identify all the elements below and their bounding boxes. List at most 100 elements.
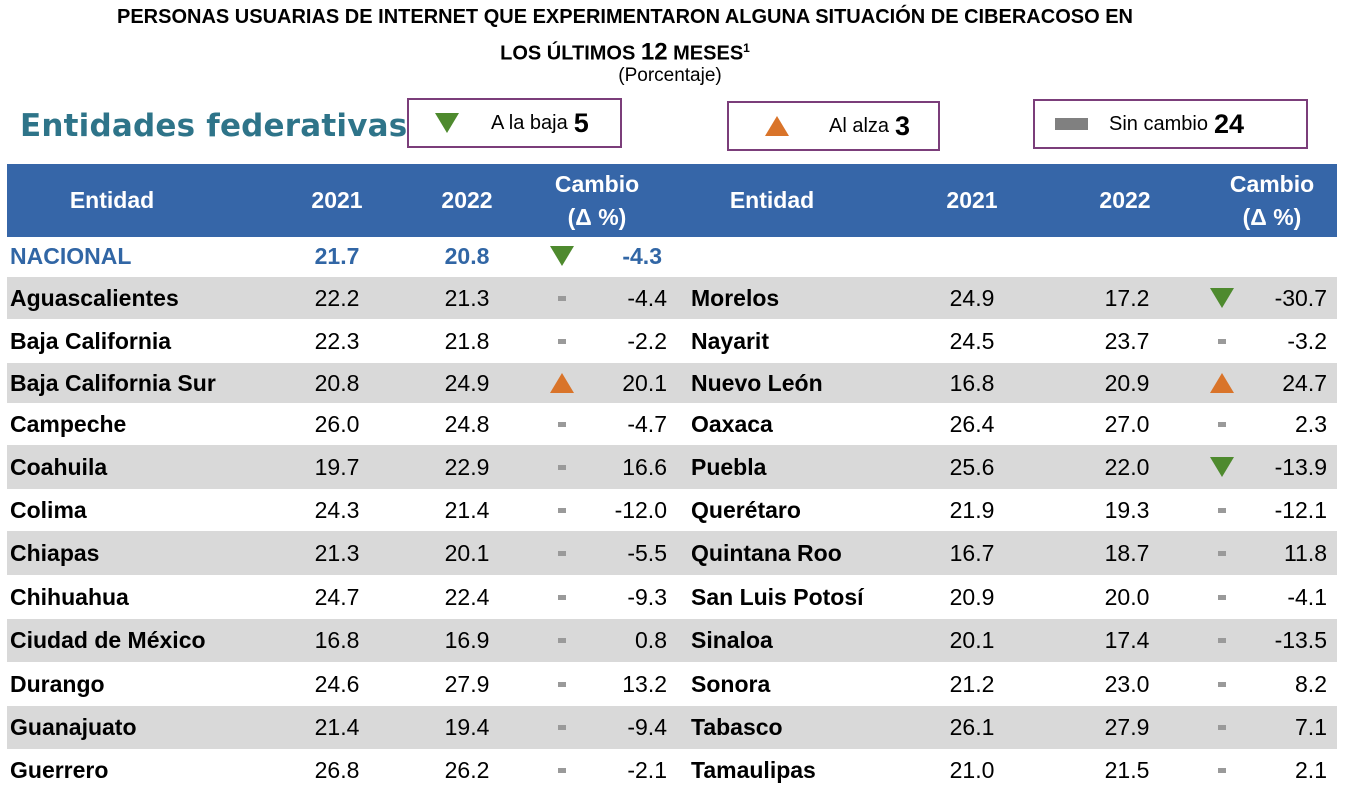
right-entity-name: Tabasco — [691, 714, 783, 740]
right-change: -13.9 — [1274, 453, 1327, 480]
right-trend — [1207, 706, 1237, 749]
header-2021-right: 2021 — [946, 187, 998, 213]
table-row: Coahuila 19.7 22.9 16.6 Puebla 25.6 22.0… — [7, 445, 1337, 489]
right-change: 2.3 — [1295, 410, 1327, 437]
right-entity-name: Tamaulipas — [691, 757, 816, 783]
triangle-down-icon — [1210, 457, 1234, 477]
right-value-2022: 23.0 — [1104, 670, 1150, 697]
table-row: Guanajuato 21.4 19.4 -9.4 Tabasco 26.1 2… — [7, 706, 1337, 749]
legend-up-count: 3 — [895, 110, 911, 141]
right-entity-name: Nayarit — [691, 327, 769, 354]
right-value-2021: 24.5 — [949, 327, 995, 354]
header-cambio-label: Cambio — [1229, 170, 1315, 197]
right-entity-name: Querétaro — [691, 496, 801, 523]
left-change: 20.1 — [622, 369, 667, 396]
header-cambio-label: Cambio — [554, 170, 640, 197]
title-number: 12 — [640, 38, 668, 66]
table-row: Baja California Sur 20.8 24.9 20.1 Nuevo… — [7, 363, 1337, 403]
legend-no-change-count: 24 — [1213, 108, 1244, 139]
dash-icon — [1218, 421, 1226, 427]
left-change: -4.7 — [627, 410, 667, 437]
right-trend — [1207, 749, 1237, 792]
table-row: Campeche 26.0 24.8 -4.7 Oaxaca 26.4 27.0… — [7, 403, 1337, 445]
subtitle: (Porcentaje) — [618, 65, 722, 86]
left-entity-name: Guerrero — [10, 757, 109, 783]
right-value-2021: 21.0 — [949, 757, 995, 783]
left-change: -9.4 — [627, 714, 667, 740]
left-trend — [547, 363, 577, 403]
left-change: -9.3 — [627, 583, 667, 610]
left-value-2022: 22.9 — [444, 453, 490, 480]
dash-icon — [1218, 338, 1226, 344]
table-row: Guerrero 26.8 26.2 -2.1 Tamaulipas 21.0 … — [7, 749, 1337, 792]
header-2021-left: 2021 — [311, 187, 363, 213]
triangle-up-icon — [550, 373, 574, 393]
triangle-down-icon — [550, 246, 574, 266]
dash-icon — [558, 421, 566, 427]
left-value-2021: 26.8 — [314, 757, 360, 783]
left-entity-name: Chihuahua — [10, 583, 129, 610]
header-delta-label: (Δ %) — [1242, 203, 1302, 230]
right-value-2022: 17.4 — [1104, 627, 1150, 653]
left-value-2022: 24.8 — [444, 410, 490, 437]
right-value-2022: 27.9 — [1104, 714, 1150, 740]
right-value-2021: 24.9 — [949, 284, 995, 311]
dash-icon — [558, 338, 566, 344]
right-trend — [1207, 320, 1237, 362]
dash-icon — [558, 681, 566, 687]
right-trend — [1207, 489, 1237, 531]
right-value-2022: 20.0 — [1104, 583, 1150, 610]
nacional-trend — [547, 237, 577, 275]
left-trend — [547, 706, 577, 749]
table-row: Colima 24.3 21.4 -12.0 Querétaro 21.9 19… — [7, 489, 1337, 531]
table-row: Chihuahua 24.7 22.4 -9.3 San Luis Potosí… — [7, 575, 1337, 619]
right-value-2022: 18.7 — [1104, 539, 1150, 566]
left-change: 16.6 — [622, 453, 667, 480]
right-value-2021: 20.1 — [949, 627, 995, 653]
left-value-2021: 20.8 — [314, 369, 360, 396]
title-footnote-mark: 1 — [743, 41, 750, 55]
right-value-2021: 16.8 — [949, 369, 995, 396]
table-row: Ciudad de México 16.8 16.9 0.8 Sinaloa 2… — [7, 619, 1337, 662]
document-title: Personas usuarias de internet que experi… — [0, 2, 1250, 70]
dash-icon — [558, 768, 566, 773]
right-trend — [1207, 531, 1237, 575]
right-value-2022: 19.3 — [1104, 496, 1150, 523]
right-entity-name: Puebla — [691, 453, 767, 480]
right-entity-name: Sinaloa — [691, 627, 773, 653]
right-value-2021: 21.2 — [949, 670, 995, 697]
right-change: 2.1 — [1295, 757, 1327, 783]
right-change: -13.5 — [1274, 627, 1327, 653]
left-trend — [547, 489, 577, 531]
right-change: -4.1 — [1287, 583, 1327, 610]
left-trend — [547, 749, 577, 792]
dash-icon — [558, 295, 566, 301]
right-trend — [1207, 575, 1237, 619]
left-trend — [547, 662, 577, 706]
dash-icon — [558, 464, 566, 470]
section-label: Entidades federativas — [20, 108, 408, 144]
left-entity-name: Baja California Sur — [10, 369, 216, 396]
left-entity-name: Guanajuato — [10, 714, 137, 740]
right-value-2021: 21.9 — [949, 496, 995, 523]
right-value-2021: 20.9 — [949, 583, 995, 610]
triangle-down-icon — [1210, 288, 1234, 308]
left-trend — [547, 403, 577, 445]
nacional-change: -4.3 — [622, 242, 662, 269]
legend-down: A la baja 5 — [407, 98, 622, 148]
header-delta-label: (Δ %) — [567, 203, 627, 230]
right-value-2021: 16.7 — [949, 539, 995, 566]
nacional-row: NACIONAL 21.7 20.8 -4.3 — [7, 237, 1337, 275]
left-value-2022: 19.4 — [444, 714, 490, 740]
right-value-2021: 26.1 — [949, 714, 995, 740]
nacional-2021: 21.7 — [314, 242, 360, 269]
legend-no-change-label: Sin cambio — [1109, 112, 1208, 135]
legend-no-change: Sin cambio 24 — [1033, 99, 1308, 149]
triangle-up-icon — [1210, 373, 1234, 393]
right-change: 7.1 — [1295, 714, 1327, 740]
left-change: 13.2 — [622, 670, 667, 697]
table-row: Durango 24.6 27.9 13.2 Sonora 21.2 23.0 … — [7, 662, 1337, 706]
right-entity-name: Quintana Roo — [691, 539, 842, 566]
dash-icon — [1218, 594, 1226, 600]
right-entity-name: San Luis Potosí — [691, 583, 864, 610]
